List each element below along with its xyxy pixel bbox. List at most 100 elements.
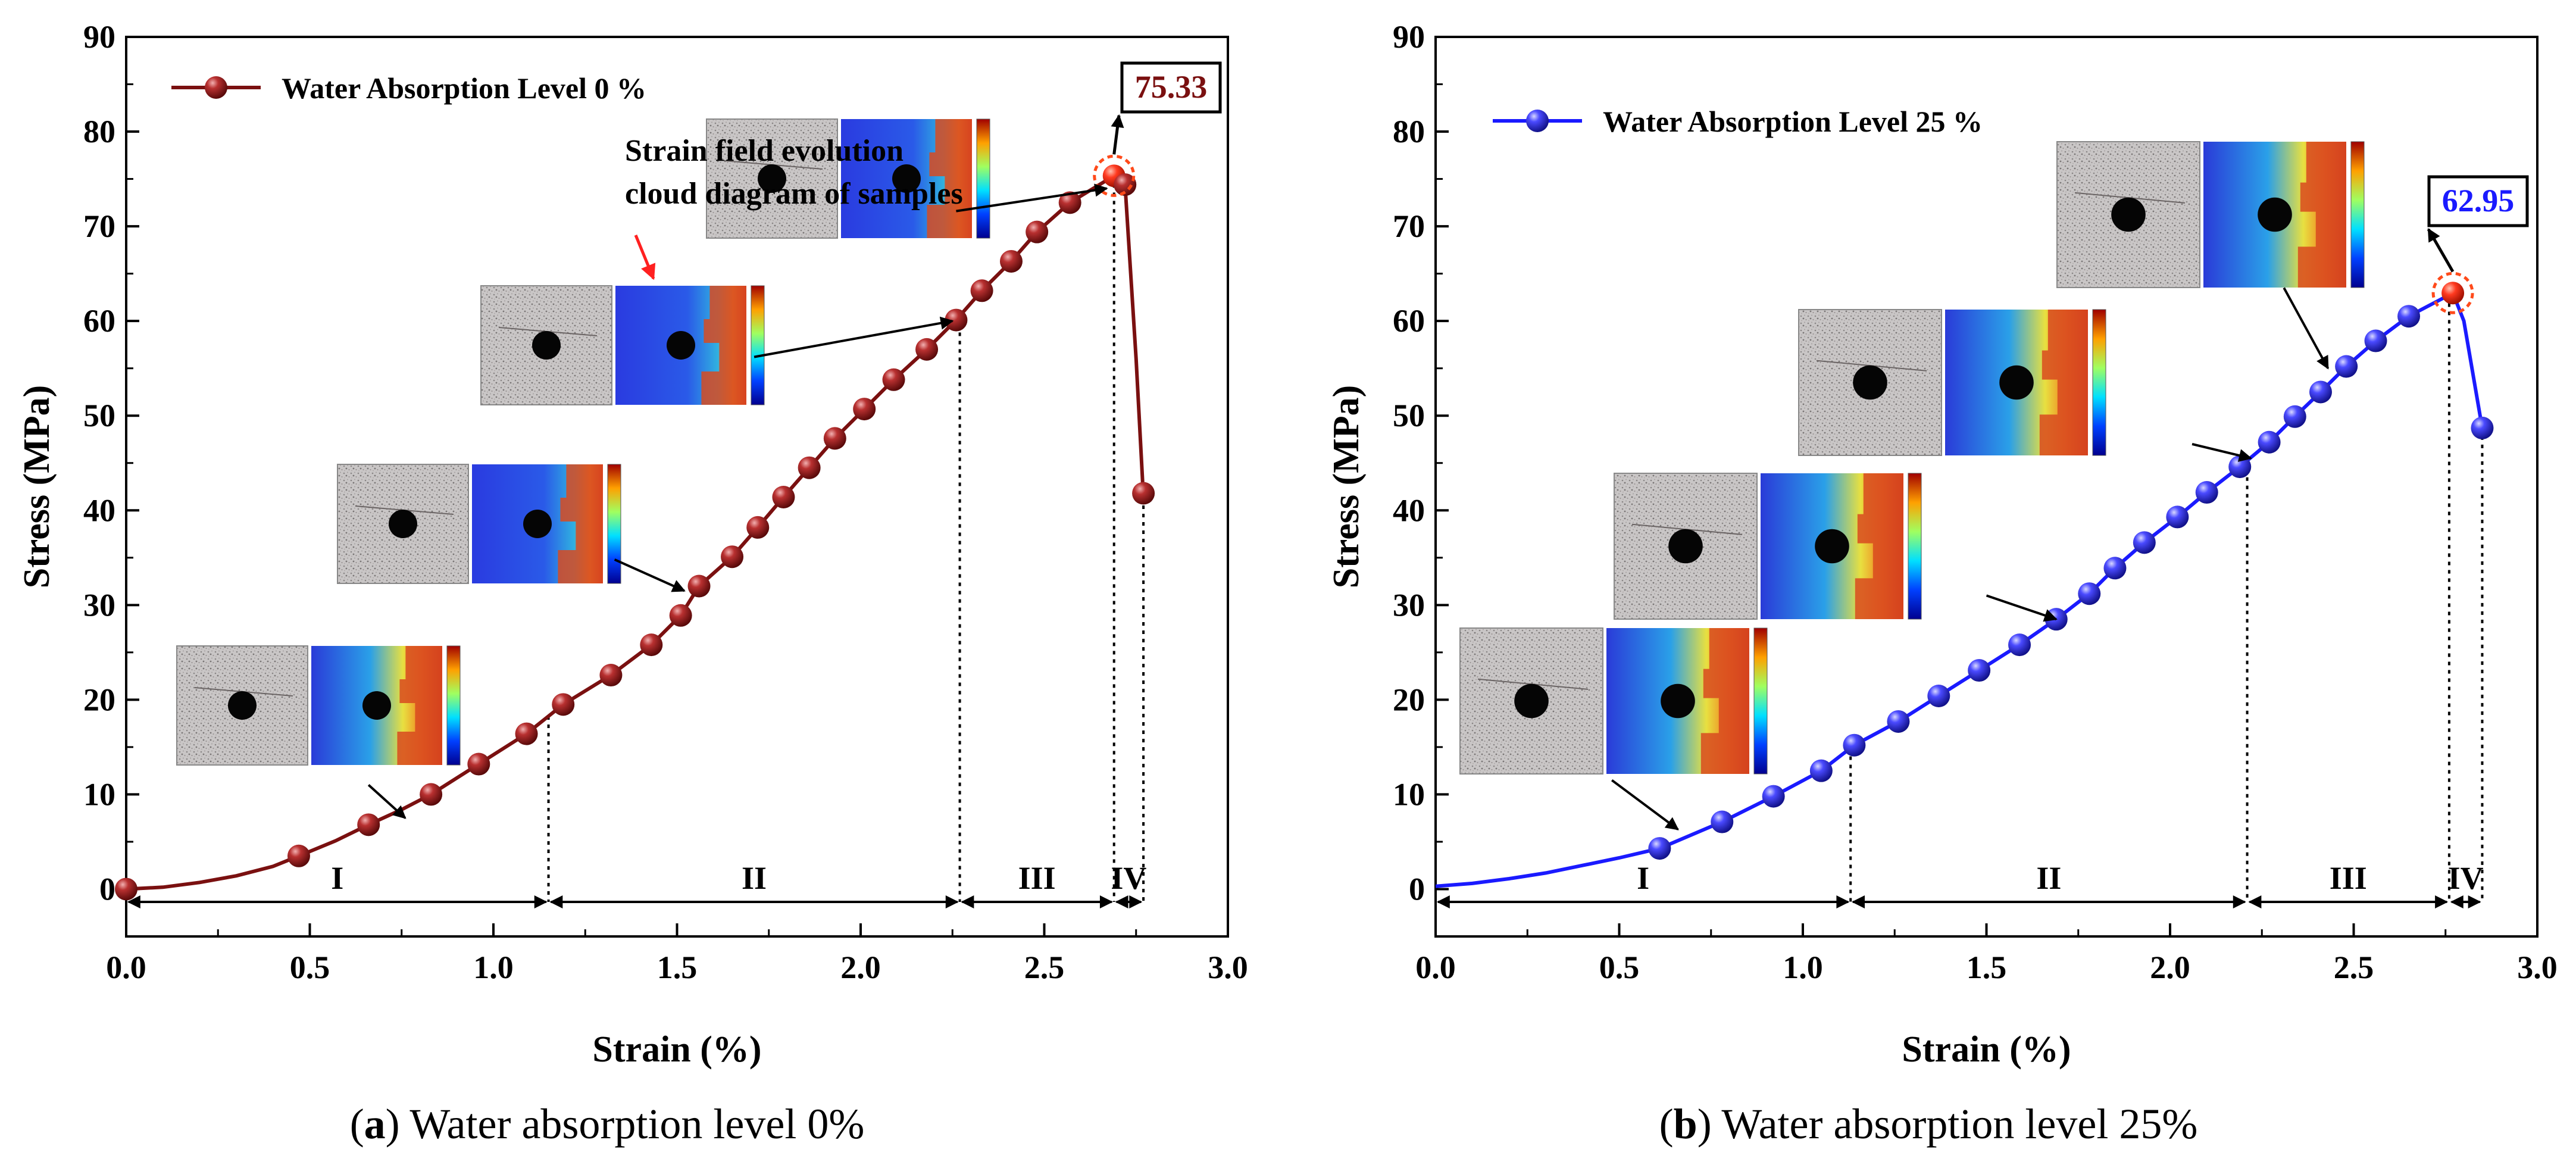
data-point xyxy=(640,633,663,657)
thumbnail-arrow xyxy=(754,316,954,358)
cloud-hole xyxy=(1661,683,1695,719)
data-point xyxy=(915,338,939,361)
x-axis-label: Strain (%) xyxy=(1902,1029,2071,1070)
data-point xyxy=(687,574,711,598)
data-point xyxy=(721,545,744,569)
data-point xyxy=(1809,759,1833,782)
cloud-hot-zone xyxy=(701,286,746,405)
strain-field-thumbnail xyxy=(2056,141,2365,288)
peak-arrow xyxy=(2427,228,2455,273)
data-point xyxy=(1968,659,1991,682)
strain-field-thumbnail xyxy=(1798,309,2106,456)
peak-highlight xyxy=(1093,154,1136,197)
y-tick-label: 30 xyxy=(83,587,115,623)
x-tick-label: 1.0 xyxy=(1783,950,1823,985)
y-axis-label: Stress (MPa) xyxy=(17,385,57,588)
x-tick-label: 2.0 xyxy=(840,950,881,985)
caption-letter: a xyxy=(364,1100,386,1148)
x-tick-label: 1.5 xyxy=(1967,950,2007,985)
data-point xyxy=(420,783,443,806)
cloud-hole xyxy=(892,164,921,193)
data-point xyxy=(357,813,380,836)
legend-label: Water Absorption Level 25 % xyxy=(1603,105,1983,138)
thumbnail-arrow xyxy=(1986,594,2058,622)
cloud-hot-zone xyxy=(558,464,603,583)
stage-label: IV xyxy=(2448,860,2484,896)
cloud-hot-zone xyxy=(397,646,442,765)
data-point xyxy=(1026,220,1049,243)
sample-hole xyxy=(532,331,561,360)
stage-label: III xyxy=(1018,860,1056,896)
data-point xyxy=(1711,810,1734,833)
data-point xyxy=(2195,481,2218,504)
x-tick-label: 3.0 xyxy=(1208,950,1248,985)
cloud-hole xyxy=(2258,197,2292,232)
x-axis-label: Strain (%) xyxy=(592,1029,761,1070)
colorbar xyxy=(2092,309,2106,456)
strain-field-thumbnail xyxy=(1459,627,1768,775)
sample-hole xyxy=(1668,529,1703,564)
cloud-hole xyxy=(1999,365,2034,400)
data-point xyxy=(746,516,770,539)
sample-hole xyxy=(389,510,417,538)
data-point xyxy=(999,249,1023,273)
strain-field-thumbnail xyxy=(176,645,461,766)
data-point xyxy=(2133,531,2156,554)
colorbar xyxy=(1753,627,1768,775)
sample-hole xyxy=(758,164,786,193)
cloud-hot-zone xyxy=(1855,473,1903,619)
y-tick-label: 40 xyxy=(83,492,115,528)
data-point xyxy=(1132,482,1155,505)
data-point xyxy=(1927,685,1950,708)
colorbar xyxy=(1908,473,1922,620)
data-point xyxy=(2078,582,2101,605)
stage-label: III xyxy=(2330,860,2367,896)
peak-value-label: 75.33 xyxy=(1135,69,1208,105)
thumbnail-arrow xyxy=(2283,287,2330,370)
data-point xyxy=(287,844,310,867)
x-tick-label: 3.0 xyxy=(2517,950,2558,985)
data-point xyxy=(823,427,846,450)
cloud-hot-zone xyxy=(1700,628,1749,774)
caption-open-paren: ( xyxy=(1659,1100,1674,1148)
panel-b: 0.0 0.5 1.0 1.5 2.0 2.5 3.0 0 10 20 30 40 50 60 70 80 90… xyxy=(1326,19,2558,1148)
annotation-arrow xyxy=(634,235,656,280)
data-point xyxy=(2103,557,2127,580)
data-point xyxy=(1843,733,1866,757)
panel-caption: (b) Water absorption level 25% xyxy=(1659,1100,2198,1148)
plot-frame xyxy=(125,36,1229,938)
peak-value-box xyxy=(2427,175,2529,227)
annotation-text: cloud diagram of samples xyxy=(625,177,963,211)
series-line xyxy=(126,173,1146,891)
x-tick-label: 0.5 xyxy=(1599,950,1640,985)
x-tick-label: 0.0 xyxy=(1415,950,1456,985)
y-tick-label: 40 xyxy=(1393,492,1425,528)
plot-frame xyxy=(1434,36,2539,938)
cloud-hole xyxy=(667,331,695,360)
x-tick-label: 0.5 xyxy=(290,950,330,985)
x-tick-label: 2.5 xyxy=(2334,950,2374,985)
data-point xyxy=(772,485,795,508)
thumbnail-arrow xyxy=(614,558,686,592)
stage-label: I xyxy=(1637,860,1649,896)
x-tick-label: 2.0 xyxy=(2150,950,2190,985)
peak-highlight xyxy=(2431,271,2474,314)
legend-marker xyxy=(205,76,227,99)
data-point xyxy=(2309,380,2332,404)
stage-label: II xyxy=(742,860,767,896)
y-tick-label: 50 xyxy=(1393,398,1425,433)
thumbnail-arrow xyxy=(1611,779,1679,830)
peak-arrow xyxy=(1111,114,1124,155)
data-point xyxy=(669,604,692,627)
data-point xyxy=(1887,710,1910,733)
data-point xyxy=(1114,173,1137,196)
colorbar xyxy=(2350,141,2365,288)
legend-label: Water Absorption Level 0 % xyxy=(282,71,646,105)
strain-field-thumbnail xyxy=(706,118,990,239)
y-tick-label: 20 xyxy=(1393,682,1425,717)
cloud-hot-zone xyxy=(2039,310,2088,455)
data-point xyxy=(853,398,876,421)
colorbar xyxy=(751,285,765,405)
cloud-hole xyxy=(1815,529,1849,564)
